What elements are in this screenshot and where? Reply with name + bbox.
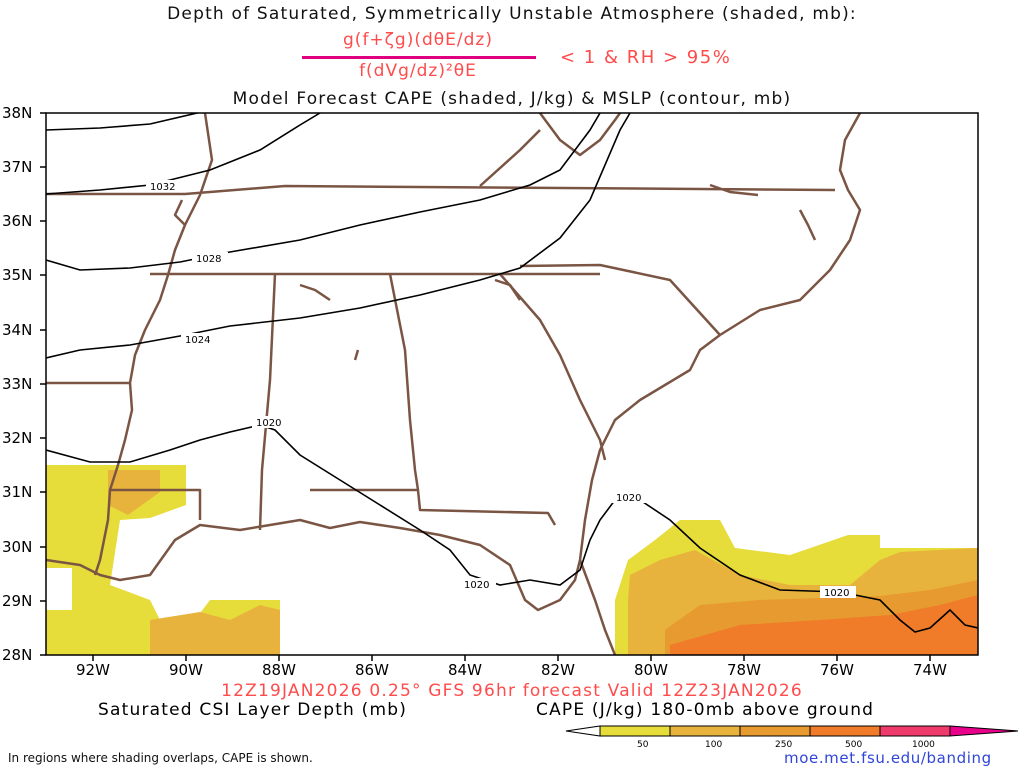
mslp-contour-label: 1028: [196, 254, 221, 265]
mslp-contour-label: 1020: [824, 588, 849, 599]
axis-ticks: [40, 112, 931, 661]
colorbar: [565, 725, 1019, 737]
cape-shading-west: [46, 465, 280, 655]
lat-label: 30N: [2, 538, 33, 556]
lon-label: 82W: [541, 661, 575, 679]
colorbar-tick: 500: [845, 740, 863, 750]
footnote: In regions where shading overlaps, CAPE …: [8, 751, 313, 765]
mslp-contours: [46, 113, 978, 633]
website-link[interactable]: moe.met.fsu.edu/banding: [784, 749, 992, 767]
mslp-contour-label: 1032: [150, 182, 175, 193]
lat-label: 29N: [2, 592, 33, 610]
state-borders: [46, 113, 862, 655]
mslp-contour-label: 1020: [616, 493, 641, 504]
mslp-contour-label: 1020: [464, 580, 489, 591]
lon-label: 90W: [169, 661, 203, 679]
colorbar-tick: 50: [637, 740, 649, 750]
lat-label: 28N: [2, 646, 33, 664]
colorbar-tick: 100: [705, 740, 723, 750]
lon-label: 80W: [634, 661, 668, 679]
valid-time-line: 12Z19JAN2026 0.25° GFS 96hr forecast Val…: [221, 681, 803, 701]
lon-label: 86W: [355, 661, 389, 679]
criterion-numerator: g(f+ζg)(dθE/dz): [343, 30, 493, 50]
colorbar-tick: 250: [775, 740, 793, 750]
lat-label: 33N: [2, 375, 33, 393]
criterion-denominator: f(dVg/dz)²θE: [359, 61, 477, 81]
title-line-1: Depth of Saturated, Symmetrically Unstab…: [167, 4, 857, 24]
lon-label: 74W: [913, 661, 947, 679]
cape-label: CAPE (J/kg) 180-0mb above ground: [536, 700, 875, 720]
lon-label: 92W: [76, 661, 110, 679]
lat-label: 35N: [2, 266, 33, 284]
lat-label: 31N: [2, 483, 33, 501]
lon-label: 78W: [727, 661, 761, 679]
criterion-condition: < 1 & RH > 95%: [560, 47, 732, 68]
lat-label: 34N: [2, 321, 33, 339]
lon-label: 76W: [820, 661, 854, 679]
fraction-bar: [302, 56, 536, 59]
cape-shading-east: [615, 520, 978, 655]
lon-label: 88W: [262, 661, 296, 679]
lon-label: 84W: [448, 661, 482, 679]
colorbar-tick: 1000: [912, 740, 935, 750]
csi-layer-label: Saturated CSI Layer Depth (mb): [98, 700, 408, 720]
mslp-contour-label: 1024: [185, 335, 210, 346]
lat-label: 37N: [2, 158, 33, 176]
title-line-3: Model Forecast CAPE (shaded, J/kg) & MSL…: [232, 89, 792, 109]
lat-label: 38N: [2, 104, 33, 122]
lat-label: 36N: [2, 212, 33, 230]
lat-label: 32N: [2, 429, 33, 447]
mslp-contour-label: 1020: [256, 418, 281, 429]
